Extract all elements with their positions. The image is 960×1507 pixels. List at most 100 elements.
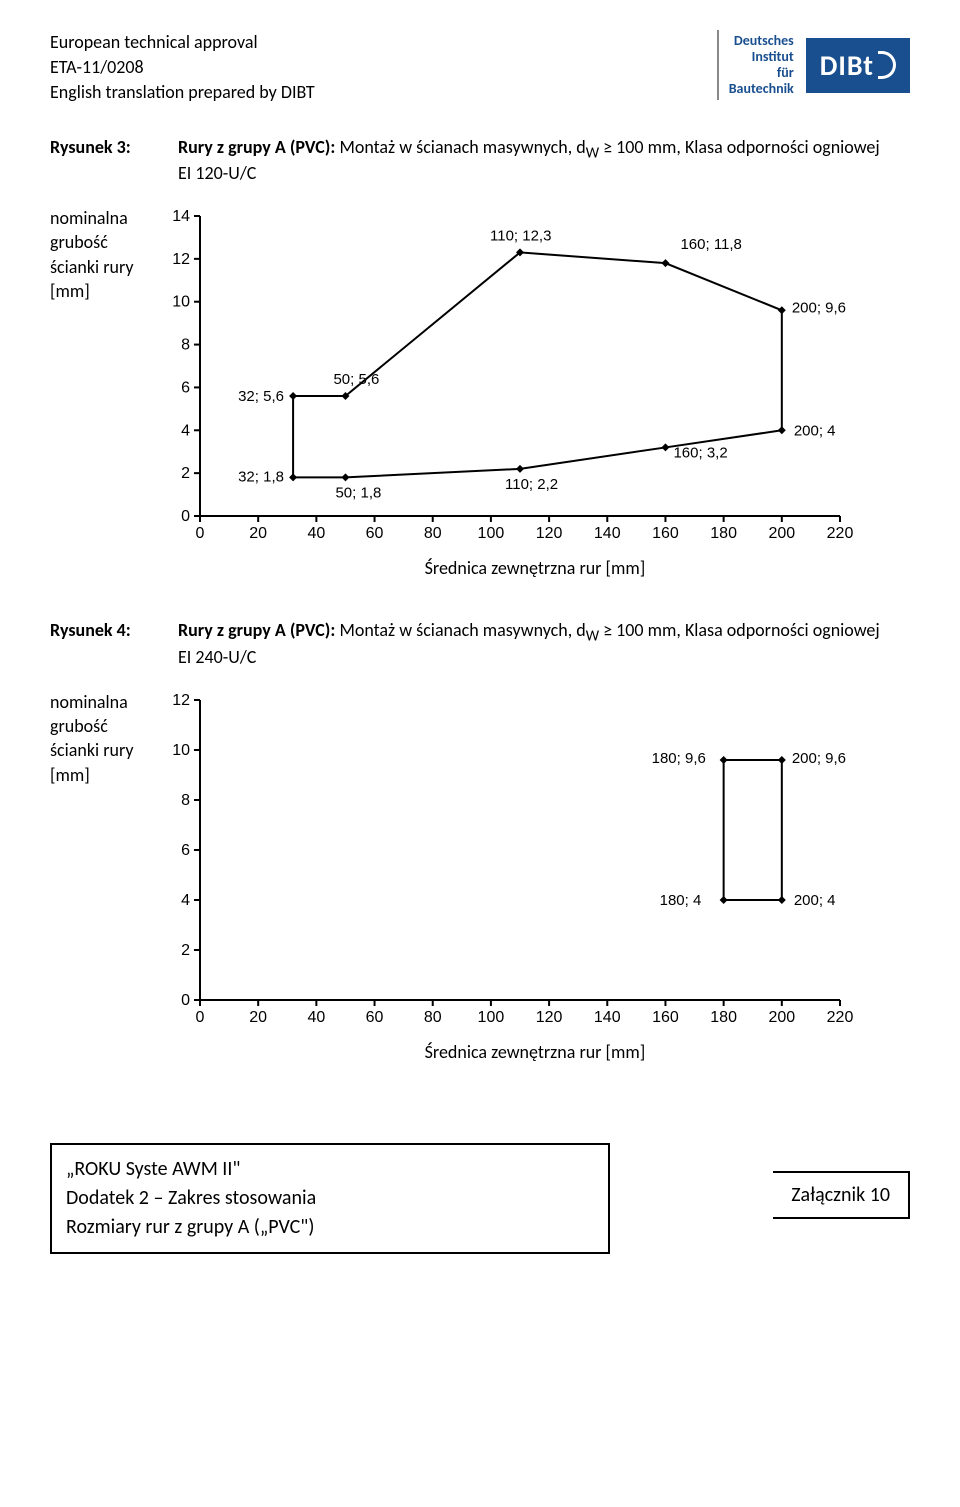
figure-3-yl1: nominalna [50, 206, 148, 230]
chart-svg: 0246810121402040608010012014016018020022… [160, 196, 910, 546]
figure-4-chart: 0246810120204060801001201401601802002201… [160, 680, 910, 1035]
y-tick-label: 8 [181, 337, 190, 354]
x-tick-label: 60 [366, 1009, 384, 1026]
header-line2: ETA-11/0208 [50, 55, 315, 80]
data-point-label: 110; 12,3 [490, 228, 551, 245]
data-point-marker [289, 392, 297, 400]
x-tick-label: 160 [652, 525, 679, 542]
data-point-marker [661, 259, 669, 267]
header-right: Deutsches Institut für Bautechnik DIBt [717, 30, 910, 100]
x-tick-label: 100 [478, 1009, 505, 1026]
figure-3: Rysunek 3: Rury z grupy A (PVC): Montaż … [50, 136, 910, 580]
footer-box: „ROKU Syste AWM II" Dodatek 2 – Zakres s… [50, 1143, 610, 1254]
y-tick-label: 10 [172, 742, 190, 759]
x-tick-label: 140 [594, 525, 621, 542]
x-tick-label: 80 [424, 525, 442, 542]
data-point-marker [778, 306, 786, 314]
data-point-marker [341, 474, 349, 482]
dibt-l1: Deutsches [729, 33, 794, 49]
y-tick-label: 4 [181, 892, 190, 909]
figure-4-header: Rysunek 4: Rury z grupy A (PVC): Montaż … [50, 619, 910, 668]
figure-3-title-end: ≥ 100 mm, Klasa odporności ogniowej [599, 136, 880, 158]
x-tick-label: 160 [652, 1009, 679, 1026]
figure-3-title-bold: Rury z grupy A (PVC): [178, 136, 339, 158]
figure-4-yl3: ścianki rury [50, 738, 148, 762]
figure-3-xlabel: Średnica zewnętrzna rur [mm] [160, 557, 910, 579]
figure-4-chart-wrap: nominalna grubość ścianki rury [mm] 0246… [50, 680, 910, 1063]
figure-4-ylabel: nominalna grubość ścianki rury [mm] [50, 680, 148, 787]
x-tick-label: 220 [827, 525, 854, 542]
figure-3-title: Rury z grupy A (PVC): Montaż w ścianach … [178, 136, 910, 185]
figure-3-chart-wrap: nominalna grubość ścianki rury [mm] 0 2 4 6… [50, 196, 910, 579]
x-tick-label: 140 [594, 1009, 621, 1026]
dibt-l2: Institut [729, 49, 794, 65]
x-tick-label: 100 [478, 525, 505, 542]
dibt-logo-text: DIBt [820, 48, 874, 83]
data-point-marker [516, 465, 524, 473]
figure-4-chart-col: 0246810120204060801001201401601802002201… [160, 680, 910, 1063]
figure-4-label: Rysunek 4: [50, 619, 160, 641]
x-tick-label: 180 [710, 1009, 737, 1026]
figure-3-header: Rysunek 3: Rury z grupy A (PVC): Montaż … [50, 136, 910, 185]
figure-4-yl1: nominalna [50, 690, 148, 714]
y-tick-label: 4 [181, 422, 190, 439]
data-point-label: 200; 9,6 [792, 750, 846, 767]
y-tick-label: 6 [181, 380, 190, 397]
figure-4-title-end: ≥ 100 mm, Klasa odporności ogniowej [599, 619, 880, 641]
data-point-marker [720, 756, 728, 764]
x-tick-label: 40 [307, 525, 325, 542]
x-tick-label: 0 [196, 1009, 205, 1026]
footer-annex: Załącznik 10 [773, 1171, 910, 1219]
figure-4: Rysunek 4: Rury z grupy A (PVC): Montaż … [50, 619, 910, 1063]
x-tick-label: 120 [536, 525, 563, 542]
y-tick-label: 12 [172, 692, 190, 709]
y-tick-label: 14 [172, 208, 190, 225]
data-point-marker [289, 474, 297, 482]
y-tick-label: 0 [181, 508, 190, 525]
x-tick-label: 200 [768, 1009, 795, 1026]
figure-4-title-sub: W [586, 628, 599, 646]
figure-3-yl4: [mm] [50, 279, 148, 303]
footer-line3: Rozmiary rur z grupy A („PVC") [66, 1213, 594, 1242]
y-tick-label: 8 [181, 792, 190, 809]
x-tick-label: 220 [827, 1009, 854, 1026]
figure-3-title-rest: Montaż w ścianach masywnych, d [339, 136, 585, 158]
y-tick-label: 0 [181, 992, 190, 1009]
header-left: European technical approval ETA-11/0208 … [50, 30, 315, 106]
figure-4-xlabel: Średnica zewnętrzna rur [mm] [160, 1041, 910, 1063]
figure-3-chart: 0246810121402040608010012014016018020022… [160, 196, 910, 551]
dibt-logo-icon: DIBt [806, 38, 910, 93]
data-point-label: 110; 2,2 [505, 476, 558, 493]
y-tick-label: 6 [181, 842, 190, 859]
data-point-label: 32; 5,6 [238, 388, 284, 405]
data-point-marker [720, 896, 728, 904]
figure-3-label: Rysunek 3: [50, 136, 160, 158]
data-point-marker [778, 756, 786, 764]
x-tick-label: 180 [710, 525, 737, 542]
page-header: European technical approval ETA-11/0208 … [50, 30, 910, 106]
figure-4-title-line2: EI 240-U/C [178, 646, 256, 668]
data-point-label: 50; 1,8 [335, 485, 381, 502]
data-point-marker [778, 426, 786, 434]
figure-3-ylabel: nominalna grubość ścianki rury [mm] [50, 196, 148, 303]
y-tick-label: 2 [181, 465, 190, 482]
data-point-label: 200; 4 [794, 892, 836, 909]
data-point-label: 200; 9,6 [792, 299, 846, 316]
x-tick-label: 120 [536, 1009, 563, 1026]
x-tick-label: 0 [196, 525, 205, 542]
figure-3-title-line2: EI 120-U/C [178, 162, 256, 184]
dibt-arc-icon [878, 51, 896, 79]
x-tick-label: 20 [249, 525, 267, 542]
footer-line1: „ROKU Syste AWM II" [66, 1155, 594, 1184]
data-point-label: 200; 4 [794, 422, 836, 439]
data-point-label: 32; 1,8 [238, 469, 284, 486]
x-tick-label: 80 [424, 1009, 442, 1026]
header-line1: European technical approval [50, 30, 315, 55]
data-point-marker [661, 444, 669, 452]
x-tick-label: 20 [249, 1009, 267, 1026]
figure-4-yl2: grubość [50, 714, 148, 738]
data-point-label: 160; 3,2 [673, 445, 727, 462]
dibt-l4: Bautechnik [729, 81, 794, 97]
chart-polyline [724, 760, 782, 900]
figure-4-title: Rury z grupy A (PVC): Montaż w ścianach … [178, 619, 910, 668]
